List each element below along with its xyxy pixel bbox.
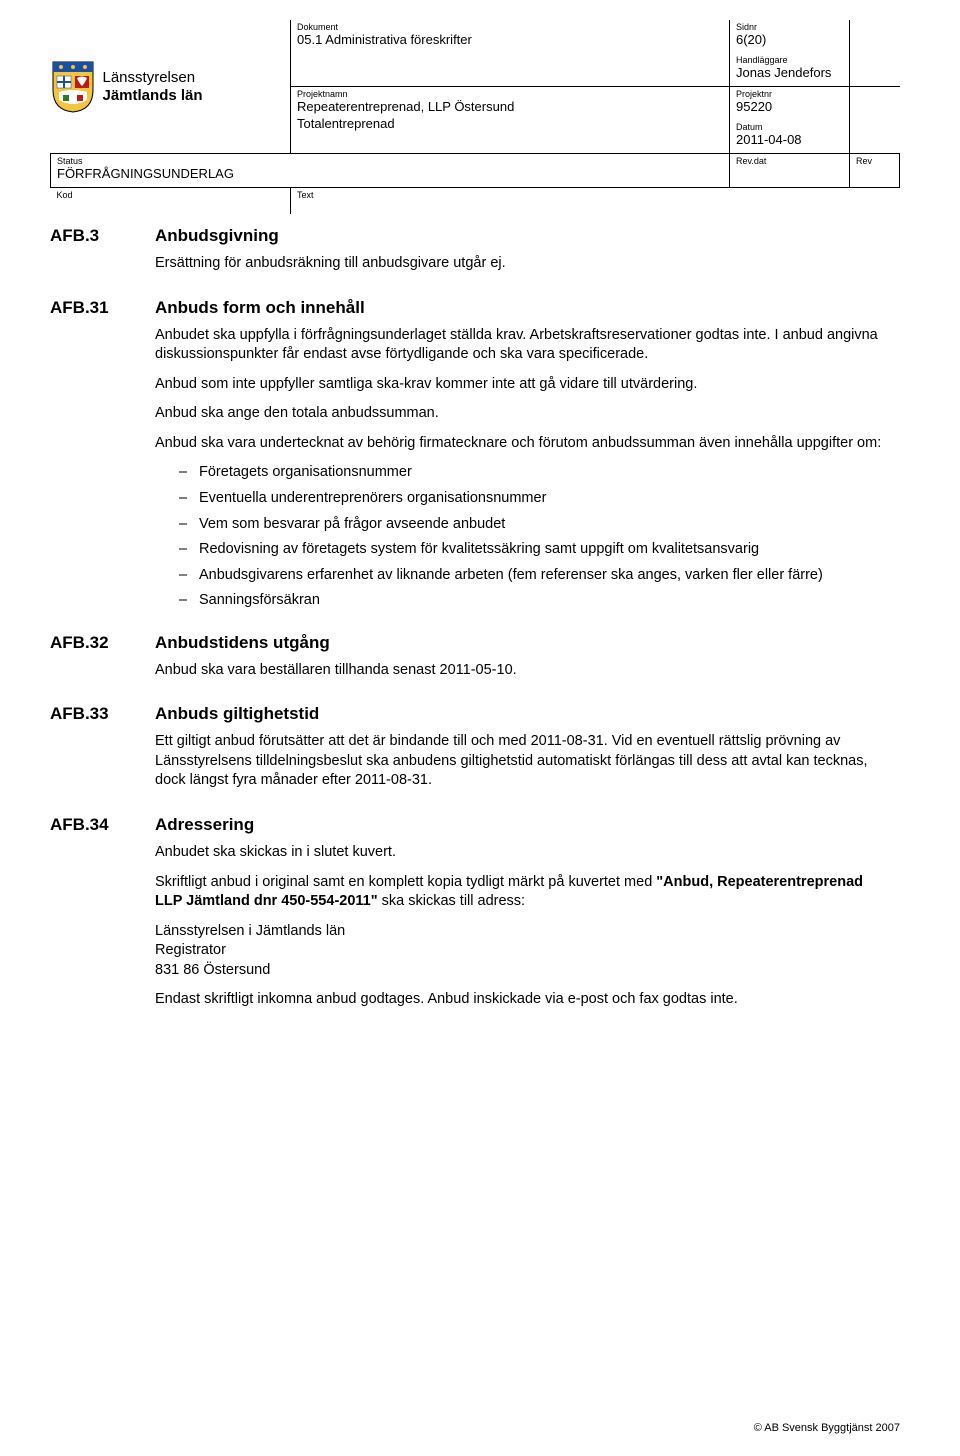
footer-copyright: © AB Svensk Byggtjänst 2007 <box>754 1422 900 1434</box>
spacer-cell <box>850 20 900 87</box>
list-item: Vem som besvarar på frågor avseende anbu… <box>179 515 890 535</box>
section-body: Anbuds form och innehåll Anbudet ska upp… <box>155 298 890 619</box>
list-item: Anbudsgivarens erfarenhet av liknande ar… <box>179 566 890 586</box>
paragraph: Endast skriftligt inkomna anbud godtages… <box>155 990 890 1010</box>
paragraph: Ersättning för anbudsräkning till anbuds… <box>155 254 890 274</box>
address-line: Registrator <box>155 942 226 958</box>
kod-cell: Kod <box>51 188 291 215</box>
rev-value <box>850 166 899 187</box>
handlaggare-label: Handläggare <box>730 53 849 65</box>
status-cell: Status FÖRFRÅGNINGSUNDERLAG <box>51 154 730 188</box>
paragraph: Anbud ska vara beställaren tillhanda sen… <box>155 661 890 681</box>
address-line: 831 86 Östersund <box>155 962 270 978</box>
paragraph: Ett giltigt anbud förutsätter att det är… <box>155 732 890 791</box>
section-body: Anbudsgivning Ersättning för anbudsräkni… <box>155 226 890 284</box>
projektnr-datum-cell: Projektnr 95220 Datum 2011-04-08 <box>730 87 850 154</box>
list-item: Eventuella underentreprenörers organisat… <box>179 489 890 509</box>
list-item: Sanningsförsäkran <box>179 591 890 611</box>
projektnr-value: 95220 <box>730 99 849 120</box>
section-number: AFB.33 <box>50 704 155 801</box>
paragraph: Anbudet ska uppfylla i förfrågningsunder… <box>155 326 890 365</box>
list-item: Redovisning av företagets system för kva… <box>179 540 890 560</box>
section-number: AFB.3 <box>50 226 155 284</box>
paragraph: Anbud som inte uppfyller samtliga ska-kr… <box>155 375 890 395</box>
section-number: AFB.32 <box>50 633 155 691</box>
revdat-cell: Rev.dat <box>730 154 850 188</box>
section-afb31: AFB.31 Anbuds form och innehåll Anbudet … <box>50 298 890 619</box>
section-body: Anbudstidens utgång Anbud ska vara bestä… <box>155 633 890 691</box>
agency-name-line1: Länsstyrelsen <box>103 69 203 86</box>
revdat-value <box>730 166 849 187</box>
paragraph: Anbudet ska skickas in i slutet kuvert. <box>155 843 890 863</box>
datum-value: 2011-04-08 <box>730 132 849 153</box>
section-body: Anbuds giltighetstid Ett giltigt anbud f… <box>155 704 890 801</box>
agency-text: Länsstyrelsen Jämtlands län <box>103 69 203 104</box>
section-title: Adressering <box>155 815 890 835</box>
section-afb3: AFB.3 Anbudsgivning Ersättning för anbud… <box>50 226 890 284</box>
agency-shield-icon <box>51 60 95 114</box>
sidnr-cell: Sidnr 6(20) Handläggare Jonas Jendefors <box>730 20 850 87</box>
text-label: Text <box>297 190 314 200</box>
projektnamn-value1: Repeaterentreprenad, LLP Östersund <box>291 99 729 116</box>
paragraph-part: ska skickas till adress: <box>378 893 525 909</box>
section-number: AFB.34 <box>50 815 155 1020</box>
section-title: Anbudsgivning <box>155 226 890 246</box>
status-value: FÖRFRÅGNINGSUNDERLAG <box>51 166 729 187</box>
handlaggare-value: Jonas Jendefors <box>730 65 849 86</box>
revdat-label: Rev.dat <box>730 154 849 166</box>
paragraph: Skriftligt anbud i original samt en komp… <box>155 873 890 912</box>
list-item: Företagets organisationsnummer <box>179 463 890 483</box>
projektnamn-cell: Projektnamn Repeaterentreprenad, LLP Öst… <box>291 87 730 154</box>
paragraph-part: Skriftligt anbud i original samt en komp… <box>155 874 652 890</box>
datum-label: Datum <box>730 120 849 132</box>
projektnr-label: Projektnr <box>730 87 849 99</box>
agency-name-line2: Jämtlands län <box>103 87 203 104</box>
logo-row: Länsstyrelsen Jämtlands län <box>51 60 291 114</box>
rev-label: Rev <box>850 154 899 166</box>
dokument-cell: Dokument 05.1 Administrativa föreskrifte… <box>291 20 730 87</box>
status-label: Status <box>51 154 729 166</box>
section-title: Anbuds form och innehåll <box>155 298 890 318</box>
section-title: Anbudstidens utgång <box>155 633 890 653</box>
section-body: Adressering Anbudet ska skickas in i slu… <box>155 815 890 1020</box>
sidnr-label: Sidnr <box>730 20 849 32</box>
section-afb32: AFB.32 Anbudstidens utgång Anbud ska var… <box>50 633 890 691</box>
document-body: AFB.3 Anbudsgivning Ersättning för anbud… <box>0 214 960 1020</box>
projektnamn-value2: Totalentreprenad <box>291 116 729 137</box>
section-afb34: AFB.34 Adressering Anbudet ska skickas i… <box>50 815 890 1020</box>
rev-cell: Rev <box>850 154 900 188</box>
kod-label: Kod <box>57 190 73 200</box>
address-block: Länsstyrelsen i Jämtlands län Registrato… <box>155 922 890 981</box>
address-line: Länsstyrelsen i Jämtlands län <box>155 923 345 939</box>
spacer-cell-2 <box>850 87 900 154</box>
paragraph: Anbud ska vara undertecknat av behörig f… <box>155 434 890 454</box>
logo-cell: Länsstyrelsen Jämtlands län <box>51 20 291 154</box>
paragraph: Anbud ska ange den totala anbudssumman. <box>155 404 890 424</box>
header-meta-table: Länsstyrelsen Jämtlands län Dokument 05.… <box>50 20 900 214</box>
dokument-value: 05.1 Administrativa föreskrifter <box>291 32 729 53</box>
bullet-list: Företagets organisationsnummer Eventuell… <box>155 463 890 610</box>
section-title: Anbuds giltighetstid <box>155 704 890 724</box>
section-number: AFB.31 <box>50 298 155 619</box>
sidnr-value: 6(20) <box>730 32 849 53</box>
dokument-label: Dokument <box>291 20 729 32</box>
projektnamn-label: Projektnamn <box>291 87 729 99</box>
text-cell: Text <box>291 188 900 215</box>
section-afb33: AFB.33 Anbuds giltighetstid Ett giltigt … <box>50 704 890 801</box>
document-header: Länsstyrelsen Jämtlands län Dokument 05.… <box>0 0 960 214</box>
